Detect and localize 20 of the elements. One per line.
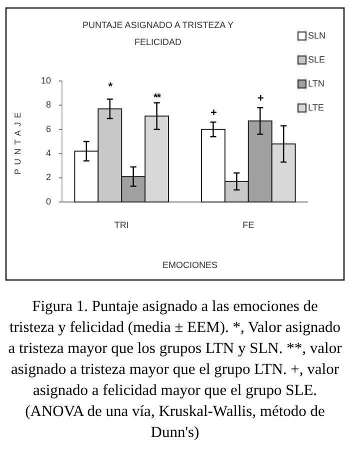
text: Figura 1. Puntaje asignado a las emociones de tristeza y felicidad (media ± EEM). *, Valor asignado a tristeza mayor que los grupos LTN y SLN. **, valor asignado a tristeza mayor que el grupo LTN. +, valor asignado a felicidad mayor que el grupo SLE. (ANOVA de una vía, Kruskal-Wallis, método de Dunn's) — [8, 297, 342, 443]
legend-label: LTE — [308, 102, 324, 112]
y-tick-label: 4 — [46, 148, 51, 158]
annotation: * — [108, 81, 114, 94]
annotation: + — [257, 92, 264, 105]
annotation: ** — [154, 92, 162, 104]
x-tick-label: TRI — [114, 220, 129, 230]
y-tick-label: 6 — [46, 124, 51, 134]
y-tick-label: 8 — [46, 100, 51, 110]
y-tick-label: 0 — [46, 196, 51, 206]
legend-label: SLN — [308, 30, 326, 40]
legend-label: SLE — [308, 54, 326, 64]
annotation: + — [210, 107, 216, 120]
y-tick-label: 10 — [40, 75, 51, 86]
x-axis-title: EMOCIONES — [162, 260, 218, 270]
x-tick-label: FE — [242, 220, 254, 230]
y-axis-title: PUNTAJE — [12, 108, 22, 175]
chart-title: PUNTAJE ASIGNADO A TRISTEZA Y FELICIDAD — [82, 20, 234, 47]
legend-label: LTN — [308, 78, 324, 88]
y-tick-label: 2 — [46, 172, 51, 182]
